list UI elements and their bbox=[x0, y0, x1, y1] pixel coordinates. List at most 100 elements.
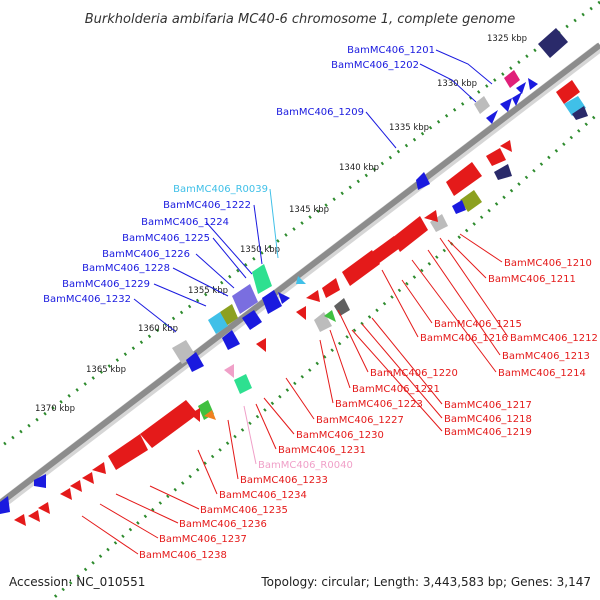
gene-label[interactable]: BamMC406_1235 bbox=[200, 505, 288, 516]
gene-label[interactable]: BamMC406_1231 bbox=[278, 445, 366, 456]
gene-label[interactable]: BamMC406_1225 bbox=[122, 233, 210, 244]
outer-tick-track bbox=[0, 0, 600, 450]
gene-glyph bbox=[34, 474, 46, 488]
gene-glyph bbox=[190, 408, 200, 422]
gene-glyph bbox=[232, 284, 258, 314]
leader-line bbox=[439, 237, 509, 338]
gene-label[interactable]: BamMC406_1226 bbox=[102, 249, 190, 260]
leader-line bbox=[459, 233, 503, 263]
leader-line bbox=[153, 283, 207, 307]
trna-label[interactable]: BamMC406_R0039 bbox=[173, 184, 268, 195]
leader-line bbox=[427, 249, 501, 356]
leader-line bbox=[351, 329, 443, 432]
gene-glyph bbox=[446, 162, 482, 196]
gene-label[interactable]: BamMC406_1234 bbox=[219, 490, 307, 501]
kbp-label: 1325 kbp bbox=[487, 34, 527, 44]
gene-label[interactable]: BamMC406_1228 bbox=[82, 263, 170, 274]
leader-line bbox=[253, 204, 263, 265]
leader-line bbox=[149, 485, 200, 510]
gene-glyph bbox=[108, 434, 148, 470]
reverse-leader-lines bbox=[81, 233, 509, 555]
gene-glyph bbox=[528, 78, 538, 90]
leader-line bbox=[115, 493, 179, 524]
leader-line bbox=[361, 323, 443, 419]
gene-label[interactable]: BamMC406_1238 bbox=[139, 550, 227, 561]
gene-label[interactable]: BamMC406_1215 bbox=[434, 319, 522, 330]
gene-label[interactable]: BamMC406_1217 bbox=[444, 400, 532, 411]
reverse-strand-genes bbox=[14, 80, 588, 526]
gene-label[interactable]: BamMC406_1219 bbox=[444, 427, 532, 438]
gene-glyph bbox=[494, 164, 512, 180]
gene-glyph bbox=[82, 472, 94, 484]
kbp-label: 1355 kbp bbox=[188, 286, 228, 296]
gene-label[interactable]: BamMC406_1211 bbox=[488, 274, 576, 285]
gene-glyph bbox=[424, 210, 438, 222]
gene-glyph bbox=[208, 312, 228, 334]
gene-label[interactable]: BamMC406_1202 bbox=[331, 60, 419, 71]
leader-line bbox=[99, 503, 159, 539]
gene-glyph bbox=[296, 306, 306, 320]
gene-label[interactable]: BamMC406_1209 bbox=[276, 107, 364, 118]
gene-label[interactable]: BamMC406_1218 bbox=[444, 414, 532, 425]
gene-glyph bbox=[262, 290, 282, 314]
gene-glyph bbox=[512, 92, 522, 106]
gene-label[interactable]: BamMC406_1216 bbox=[420, 333, 508, 344]
leader-line bbox=[381, 269, 419, 338]
gene-glyph bbox=[474, 96, 490, 114]
leader-line bbox=[435, 49, 493, 85]
gene-label[interactable]: BamMC406_1224 bbox=[141, 217, 229, 228]
leader-line bbox=[195, 253, 235, 289]
gene-label[interactable]: BamMC406_1213 bbox=[502, 351, 590, 362]
kbp-label: 1370 kbp bbox=[35, 404, 75, 414]
kbp-label: 1335 kbp bbox=[389, 123, 429, 133]
forward-leader-lines bbox=[133, 49, 493, 333]
gene-label[interactable]: BamMC406_1220 bbox=[370, 368, 458, 379]
leader-line bbox=[319, 339, 334, 404]
leader-line bbox=[172, 267, 229, 297]
forward-gene-labels: BamMC406_1201 BamMC406_1202 BamMC406_120… bbox=[43, 45, 435, 305]
gene-glyph bbox=[430, 214, 448, 232]
gene-label[interactable]: BamMC406_1236 bbox=[179, 519, 267, 530]
forward-strand-genes bbox=[0, 28, 568, 514]
gene-label[interactable]: BamMC406_1212 bbox=[510, 333, 598, 344]
kbp-label: 1340 kbp bbox=[339, 163, 379, 173]
leader-line bbox=[243, 405, 257, 465]
gene-glyph bbox=[28, 510, 40, 522]
leader-line bbox=[411, 259, 497, 373]
gene-label[interactable]: BamMC406_1229 bbox=[62, 279, 150, 290]
leader-line bbox=[133, 298, 177, 333]
gene-label[interactable]: BamMC406_1223 bbox=[335, 399, 423, 410]
gene-glyph bbox=[314, 312, 332, 332]
topology-summary: Topology: circular; Length: 3,443,583 bp… bbox=[260, 575, 591, 589]
gene-label[interactable]: BamMC406_1210 bbox=[504, 258, 592, 269]
gene-label[interactable]: BamMC406_1201 bbox=[347, 45, 435, 56]
gene-glyph bbox=[416, 172, 430, 190]
gene-glyph bbox=[278, 292, 290, 304]
gene-glyph bbox=[392, 216, 428, 252]
gene-label[interactable]: BamMC406_1214 bbox=[498, 368, 586, 379]
gene-label[interactable]: BamMC406_1221 bbox=[352, 384, 440, 395]
gene-glyph bbox=[486, 110, 498, 124]
gene-glyph bbox=[460, 190, 482, 212]
gene-label[interactable]: BamMC406_1237 bbox=[159, 534, 247, 545]
gene-label[interactable]: BamMC406_1227 bbox=[316, 415, 404, 426]
gene-label[interactable]: BamMC406_1222 bbox=[163, 200, 251, 211]
gene-label[interactable]: BamMC406_1233 bbox=[240, 475, 328, 486]
trna-glyph bbox=[224, 364, 234, 378]
leader-line bbox=[197, 449, 218, 495]
trna-glyph bbox=[296, 276, 306, 284]
leader-line bbox=[263, 397, 295, 435]
leader-line bbox=[371, 317, 443, 405]
leader-line bbox=[419, 63, 477, 103]
leader-line bbox=[255, 403, 277, 450]
map-title: Burkholderia ambifaria MC40-6 chromosome… bbox=[85, 12, 515, 27]
gene-label[interactable]: BamMC406_1232 bbox=[43, 294, 131, 305]
leader-line bbox=[365, 111, 397, 149]
leader-line bbox=[205, 221, 253, 275]
trna-label[interactable]: BamMC406_R0040 bbox=[258, 460, 353, 471]
gene-glyph bbox=[504, 70, 520, 88]
gene-glyph bbox=[342, 250, 380, 286]
gene-label[interactable]: BamMC406_1230 bbox=[296, 430, 384, 441]
leader-line bbox=[329, 329, 351, 389]
